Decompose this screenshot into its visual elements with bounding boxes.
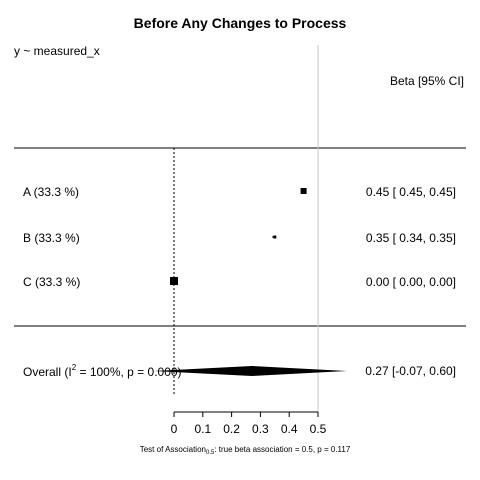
overall-label-prefix: Overall (I bbox=[23, 365, 72, 379]
overall-label-sup: 2 bbox=[72, 363, 77, 372]
x-tick-label: 0.5 bbox=[310, 422, 327, 436]
study-label: C (33.3 %) bbox=[23, 275, 80, 289]
study-rows: A (33.3 %) 0.45 [ 0.45, 0.45] B (33.3 %) 0.… bbox=[23, 185, 456, 289]
study-point bbox=[300, 188, 307, 194]
footnote-prefix: Test of Association bbox=[140, 445, 206, 454]
study-point bbox=[170, 277, 178, 285]
x-tick-label: 0.1 bbox=[194, 422, 211, 436]
model-label: y ~ measured_x bbox=[14, 44, 100, 58]
x-tick-label: 0.4 bbox=[281, 422, 298, 436]
study-row: B (33.3 %) 0.35 [ 0.34, 0.35] bbox=[23, 231, 456, 245]
footnote-sub: 0.5 bbox=[206, 450, 215, 456]
chart-title: Before Any Changes to Process bbox=[134, 15, 347, 31]
overall-label: Overall (I2 = 100%, p = 0.000) bbox=[23, 363, 182, 379]
study-row: A (33.3 %) 0.45 [ 0.45, 0.45] bbox=[23, 185, 456, 199]
study-ci-text: 0.45 [ 0.45, 0.45] bbox=[366, 185, 456, 199]
footnote-suffix: : true beta association = 0.5, p = 0.117 bbox=[214, 445, 350, 454]
study-label: B (33.3 %) bbox=[23, 231, 80, 245]
overall-ci-text: 0.27 [-0.07, 0.60] bbox=[365, 364, 456, 378]
footnote: Test of Association0.5: true beta associ… bbox=[140, 445, 351, 456]
x-axis: 0 0.1 0.2 0.3 0.4 0.5 bbox=[171, 411, 327, 436]
study-label: A (33.3 %) bbox=[23, 185, 79, 199]
study-ci-text: 0.00 [ 0.00, 0.00] bbox=[366, 275, 456, 289]
x-tick-label: 0.2 bbox=[223, 422, 240, 436]
overall-label-suffix: = 100%, p = 0.000) bbox=[76, 365, 181, 379]
overall-diamond bbox=[153, 366, 347, 376]
study-row: C (33.3 %) 0.00 [ 0.00, 0.00] bbox=[23, 275, 456, 289]
right-header: Beta [95% CI] bbox=[390, 74, 464, 88]
study-point bbox=[273, 235, 277, 239]
x-tick-label: 0 bbox=[171, 422, 178, 436]
overall-row: Overall (I2 = 100%, p = 0.000) 0.27 [-0.… bbox=[23, 363, 456, 379]
x-tick-label: 0.3 bbox=[252, 422, 269, 436]
study-ci-text: 0.35 [ 0.34, 0.35] bbox=[366, 231, 456, 245]
